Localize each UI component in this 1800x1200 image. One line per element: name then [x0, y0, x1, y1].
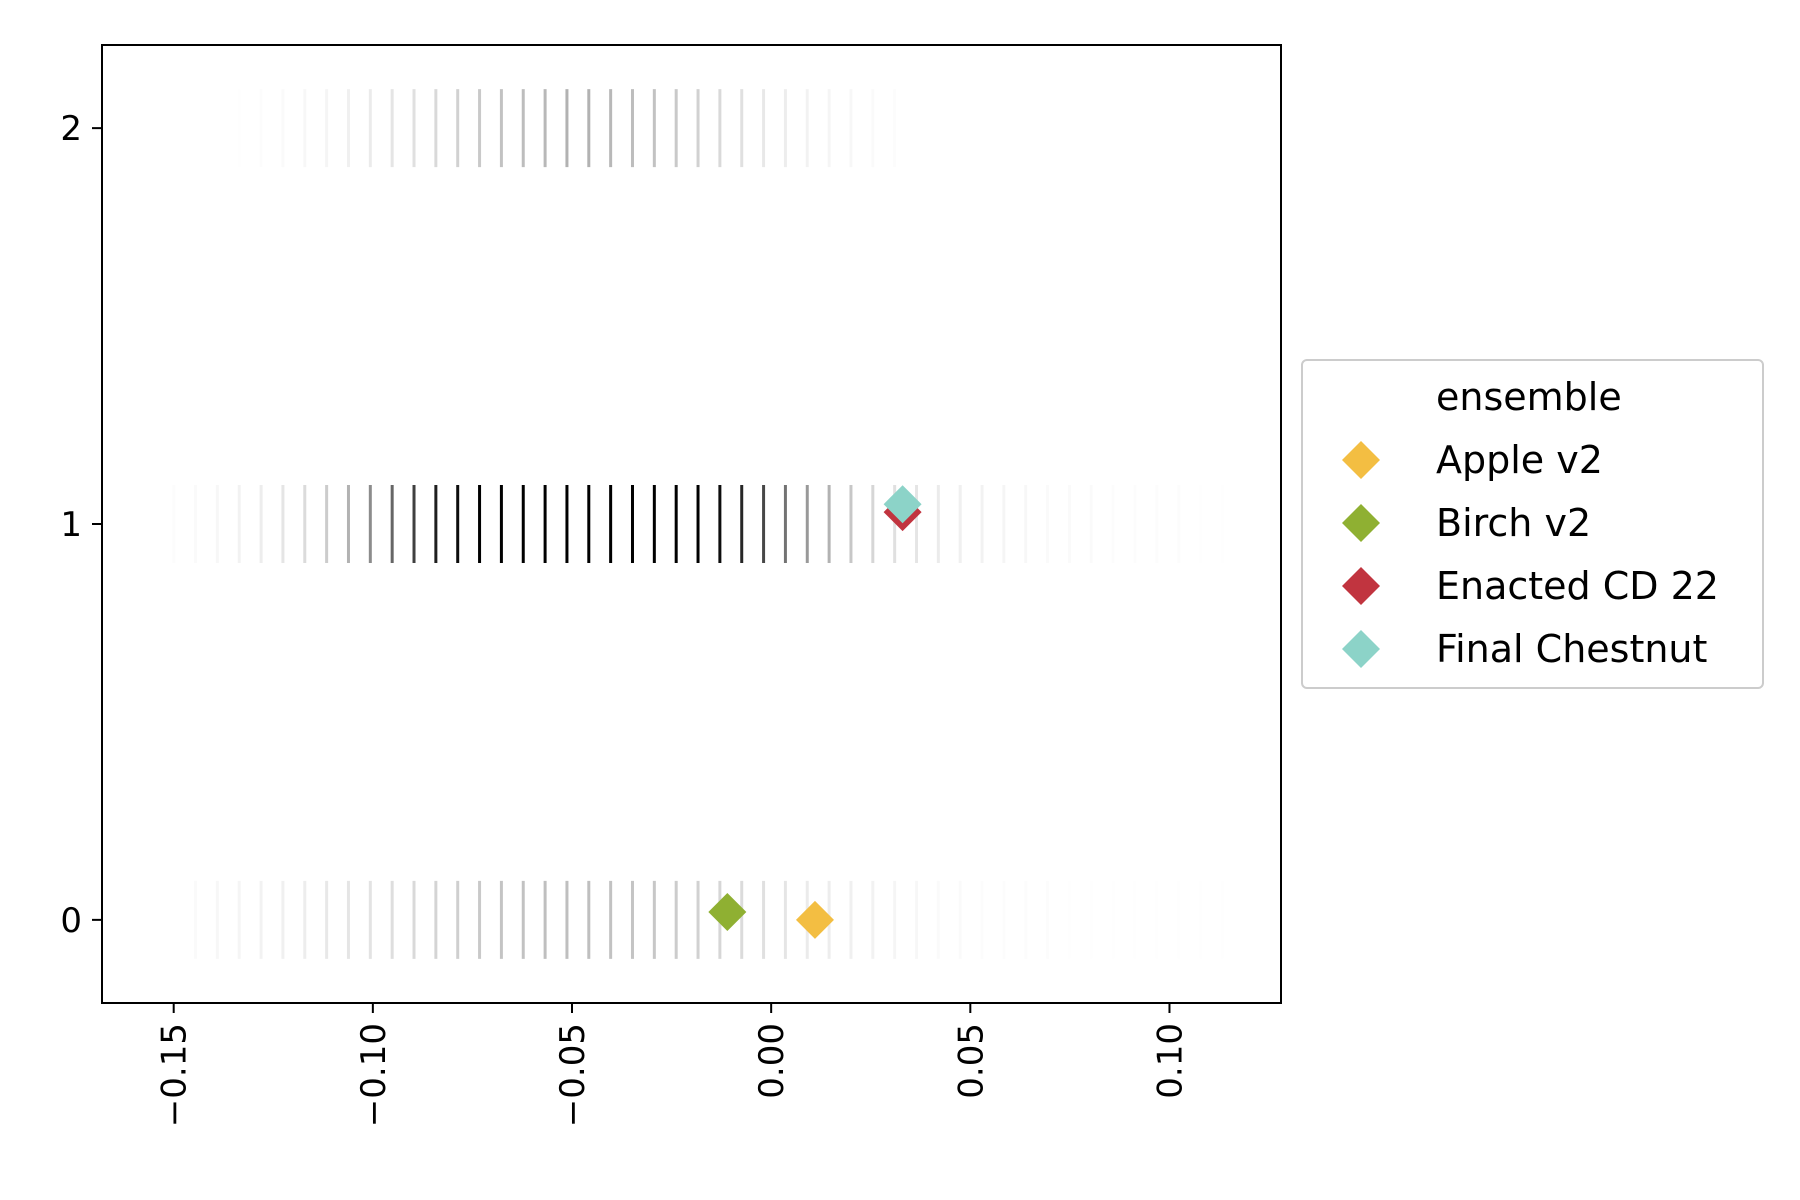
x-axis: −0.15 −0.10 −0.05 0.00 0.05 0.10: [155, 1003, 1190, 1127]
y-tick-label: 1: [60, 505, 82, 545]
x-tick-label: 0.10: [1150, 1023, 1190, 1099]
legend-label: Apple v2: [1436, 438, 1603, 482]
y-tick-label: 0: [60, 901, 82, 941]
legend-marker-enacted-cd-22: [1342, 567, 1380, 605]
plot-frame: [101, 44, 1282, 1004]
legend-label: Enacted CD 22: [1436, 564, 1719, 608]
marker-final-chestnut: [883, 485, 922, 524]
legend-marker-birch-v2: [1342, 504, 1380, 542]
legend-title: ensemble: [1436, 375, 1622, 419]
x-tick-label: −0.10: [354, 1023, 394, 1127]
x-tick-label: 0.05: [951, 1023, 991, 1099]
y-axis: 0 1 2: [60, 109, 102, 941]
background-distribution: [237, 89, 1006, 959]
y-tick-label: 2: [60, 109, 82, 149]
x-tick-label: −0.15: [155, 1023, 195, 1127]
legend-marker-apple-v2: [1342, 441, 1380, 479]
ensemble-markers: [708, 485, 922, 939]
legend: ensemble Apple v2 Birch v2 Enacted CD 22 Fi…: [1301, 359, 1764, 689]
legend-marker-final-chestnut: [1342, 630, 1380, 668]
marker-birch-v2: [708, 892, 747, 931]
x-tick-label: −0.05: [553, 1023, 593, 1127]
legend-label: Birch v2: [1436, 501, 1591, 545]
marker-apple-v2: [795, 900, 834, 939]
legend-box: [1301, 359, 1764, 689]
x-tick-label: 0.00: [752, 1023, 792, 1099]
legend-label: Final Chestnut: [1436, 627, 1707, 671]
